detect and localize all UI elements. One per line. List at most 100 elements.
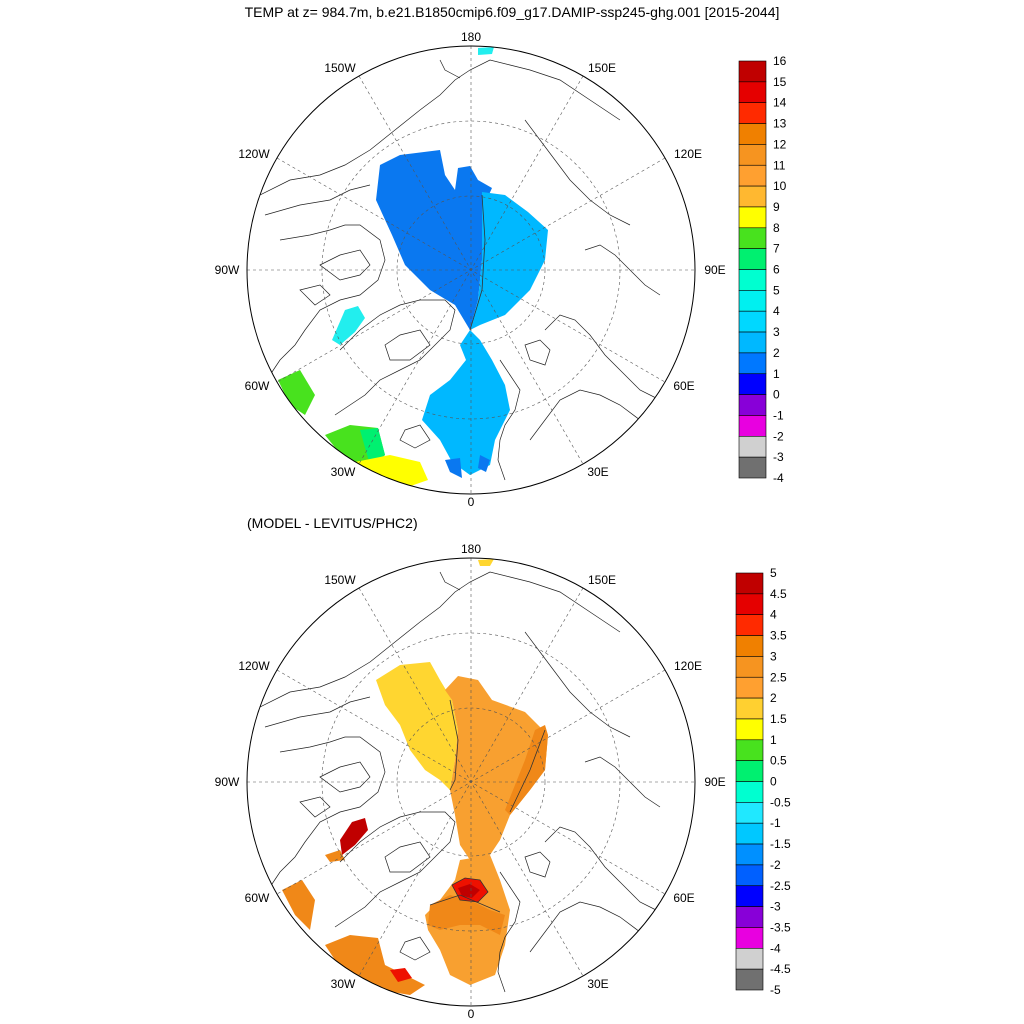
top-colorbar-swatch: [738, 290, 767, 312]
bottom-colorbar-swatch: [735, 802, 764, 824]
bottom-colorbar-tick-label: 0: [770, 775, 777, 789]
top-region-lightblue-east: [470, 192, 548, 330]
bottom-colorbar-swatch: [735, 760, 764, 782]
bottom-colorbar-tick-label: -5: [770, 983, 781, 997]
top-colorbar-tick-label: 1: [773, 367, 780, 381]
top-region-green2-irminger: [360, 428, 385, 465]
top-label-150w: 150W: [324, 61, 356, 75]
bot-region-darkorange-baffin: [325, 850, 345, 862]
bottom-coastlines: [249, 571, 661, 993]
top-colorbar-tick-label: -2: [773, 429, 784, 443]
top-colorbar-swatch: [738, 435, 767, 458]
top-label-180: 180: [461, 30, 481, 44]
bot-region-darkorange-south: [428, 895, 505, 935]
bot-label-120w: 120W: [238, 659, 270, 673]
top-colorbar-swatch: [738, 331, 767, 354]
bottom-colorbar-swatch: [735, 906, 764, 928]
bottom-colorbar-tick-label: -1.5: [770, 837, 791, 851]
top-colorbar-tick-label: 3: [773, 325, 780, 339]
bot-region-darkred-baffin: [340, 818, 368, 855]
top-region-blue-south2: [478, 455, 490, 472]
top-colorbar-tick-label: 5: [773, 283, 780, 297]
top-contour-line: [469, 194, 486, 331]
top-colorbar-tick-label: 6: [773, 263, 780, 277]
top-colorbar-swatch: [738, 456, 767, 479]
bottom-colorbar-swatch: [735, 739, 764, 761]
bottom-colorbar-swatch: [735, 572, 764, 595]
top-colorbar-swatch: [738, 185, 767, 208]
top-label-0: 0: [468, 495, 475, 509]
bottom-colorbar-tick-label: -2.5: [770, 879, 791, 893]
top-graticule: [247, 46, 695, 494]
top-colorbar-tick-label: 11: [773, 158, 786, 172]
top-colorbar-swatch: [738, 394, 767, 416]
top-colorbar-swatch: [738, 81, 767, 103]
top-colorbar-swatch: [738, 227, 767, 249]
bottom-colorbar-tick-label: 1.5: [770, 712, 787, 726]
top-region-yellow: [355, 455, 428, 488]
top-lon-labels: 180 150W 150E 120W 120E 90W 90E 60W 60E …: [215, 30, 726, 509]
bot-region-darkorange-east: [505, 725, 548, 815]
top-label-30w: 30W: [331, 465, 356, 479]
bot-label-60w: 60W: [245, 891, 270, 905]
top-colorbar-swatch: [738, 60, 767, 83]
top-region-green-labrador: [278, 370, 315, 415]
bottom-colorbar-tick-label: -4.5: [770, 962, 791, 976]
top-label-60w: 60W: [245, 379, 270, 393]
bot-label-90w: 90W: [215, 775, 240, 789]
top-coastlines: [249, 59, 661, 481]
bottom-colorbar-tick-label: -3.5: [770, 920, 791, 934]
top-colorbar-swatch: [738, 415, 767, 437]
bottom-colorbar-swatch: [735, 656, 764, 678]
bottom-colorbar-swatch: [735, 822, 764, 845]
bottom-colorbar-tick-label: 1: [770, 733, 777, 747]
top-polar-map: 180 150W 150E 120W 120E 90W 90E 60W 60E …: [215, 30, 787, 509]
bottom-colorbar-swatch: [735, 927, 764, 949]
bot-region-darkred-center: [458, 884, 480, 898]
top-colorbar-swatch: [738, 123, 767, 145]
top-colorbar-swatch: [738, 310, 767, 333]
bot-label-60e: 60E: [673, 891, 694, 905]
bottom-colorbar-swatch: [735, 843, 764, 866]
bottom-colorbar-swatch: [735, 781, 764, 803]
bot-label-30w: 30W: [331, 977, 356, 991]
bot-region-yellow-north: [478, 559, 494, 566]
bottom-colorbar-swatch: [735, 885, 764, 907]
bot-label-150e: 150E: [588, 573, 616, 587]
top-colorbar-tick-label: 14: [773, 96, 787, 110]
bot-label-30e: 30E: [587, 977, 608, 991]
bottom-colorbar-tick-label: 2: [770, 691, 777, 705]
bottom-colorbar-swatch: [735, 614, 764, 636]
top-label-90e: 90E: [704, 263, 725, 277]
top-colorbar-tick-label: 0: [773, 388, 780, 402]
top-colorbar-tick-label: 16: [773, 54, 787, 68]
top-label-60e: 60E: [673, 379, 694, 393]
bot-label-180: 180: [461, 542, 481, 556]
plot-subtitle: (MODEL - LEVITUS/PHC2): [247, 515, 418, 531]
bottom-graticule: [247, 558, 695, 1006]
top-colorbar-tick-label: 4: [773, 304, 780, 318]
bottom-colorbar-tick-label: -4: [770, 941, 781, 955]
top-colorbar-swatch: [738, 144, 767, 166]
top-colorbar-swatch: [738, 248, 767, 270]
bot-label-90e: 90E: [704, 775, 725, 789]
top-colorbar-tick-label: 2: [773, 346, 780, 360]
top-colorbar-tick-label: 9: [773, 200, 780, 214]
bottom-colorbar-swatch: [735, 947, 764, 970]
top-colorbar-tick-label: 12: [773, 137, 787, 151]
bottom-colorbar-tick-label: -0.5: [770, 795, 791, 809]
top-colorbar-tick-label: 13: [773, 117, 787, 131]
bot-label-0: 0: [468, 1007, 475, 1021]
top-field-fill: [278, 47, 548, 488]
top-label-120w: 120W: [238, 147, 270, 161]
top-label-120e: 120E: [674, 147, 702, 161]
top-label-90w: 90W: [215, 263, 240, 277]
bottom-colorbar-tick-label: -2: [770, 858, 781, 872]
bottom-colorbar-tick-label: 3: [770, 649, 777, 663]
top-colorbar-swatch: [738, 102, 767, 124]
bottom-colorbar-tick-label: -1: [770, 816, 781, 830]
bottom-colorbar-swatch: [735, 676, 764, 699]
bottom-colorbar-tick-label: 3.5: [770, 629, 787, 643]
